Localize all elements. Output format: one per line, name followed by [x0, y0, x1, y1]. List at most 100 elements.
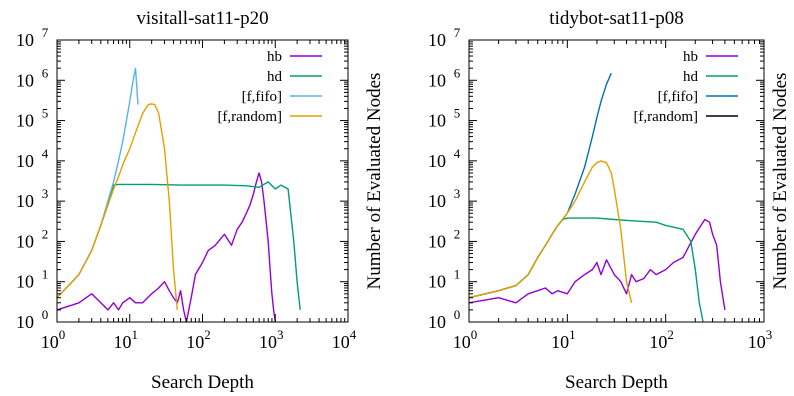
legend-label: hb	[683, 49, 698, 65]
y-tick-label: 10 2	[428, 226, 460, 251]
x-tick-exponent: 4	[350, 327, 357, 342]
y-tick-base: 10	[16, 151, 34, 171]
y-tick-label: 10 5	[16, 106, 48, 131]
x-tick-base: 10	[41, 332, 59, 352]
y-tick-label: 10 2	[16, 226, 48, 251]
y-tick-exponent: 3	[42, 186, 49, 201]
chart-title: visitall-sat11-p20	[136, 8, 268, 29]
y-tick-label: 10 0	[428, 307, 460, 332]
legend-label: hd	[267, 69, 283, 85]
y-tick-label: 10 1	[428, 267, 460, 292]
y-tick-base: 10	[16, 70, 34, 90]
x-tick-base: 10	[551, 332, 569, 352]
x-axis-label: Search Depth	[565, 372, 668, 393]
x-tick-base: 10	[332, 332, 350, 352]
x-tick-label: 100	[453, 327, 478, 352]
x-tick-base: 10	[259, 332, 277, 352]
x-tick-base: 10	[748, 332, 766, 352]
y-tick-exponent: 3	[454, 186, 461, 201]
legend-label: [f,fifo]	[242, 89, 282, 105]
y-tick-exponent: 7	[42, 25, 49, 40]
x-tick-label: 103	[259, 327, 284, 352]
y-tick-label: 10 3	[428, 186, 460, 211]
y-tick-exponent: 2	[42, 226, 49, 241]
y-tick-exponent: 1	[42, 267, 49, 282]
x-tick-exponent: 3	[766, 327, 773, 342]
x-tick-label: 102	[649, 327, 674, 352]
x-tick-label: 100	[41, 327, 66, 352]
x-tick-base: 10	[186, 332, 204, 352]
y-tick-base: 10	[428, 231, 446, 251]
chart-title: tidybot-sat11-p08	[549, 8, 683, 29]
y-tick-base: 10	[428, 191, 446, 211]
x-tick-exponent: 0	[59, 327, 66, 342]
x-tick-exponent: 2	[667, 327, 674, 342]
y-tick-exponent: 0	[42, 307, 49, 322]
legend-label: [f,random]	[217, 109, 282, 125]
y-tick-exponent: 2	[454, 226, 461, 241]
y-tick-label: 10 7	[428, 25, 461, 50]
y-axis-label: Number of Evaluated Nodes	[364, 73, 385, 290]
y-tick-label: 10 6	[428, 65, 461, 90]
y-axis-label: Number of Evaluated Nodes	[770, 73, 791, 290]
x-tick-label: 104	[332, 327, 357, 352]
y-tick-label: 10 4	[428, 146, 461, 171]
y-tick-exponent: 4	[42, 146, 49, 161]
y-tick-label: 10 0	[16, 307, 48, 332]
y-tick-exponent: 1	[454, 267, 461, 282]
x-tick-exponent: 1	[132, 327, 139, 342]
legend-label: [f,fifo]	[658, 89, 698, 105]
y-tick-exponent: 4	[454, 146, 461, 161]
x-tick-exponent: 3	[277, 327, 284, 342]
y-tick-label: 10 4	[16, 146, 49, 171]
x-tick-base: 10	[453, 332, 471, 352]
series-line-hb	[56, 172, 276, 323]
x-tick-exponent: 0	[471, 327, 478, 342]
y-tick-base: 10	[16, 191, 34, 211]
plot-frame	[56, 39, 349, 323]
series-line-hd	[468, 217, 704, 323]
x-tick-exponent: 2	[204, 327, 211, 342]
y-tick-label: 10 5	[428, 106, 460, 131]
y-tick-base: 10	[16, 30, 34, 50]
y-tick-label: 10 6	[16, 65, 49, 90]
y-tick-base: 10	[428, 272, 446, 292]
y-tick-exponent: 5	[454, 106, 461, 121]
x-axis-label: Search Depth	[151, 372, 254, 393]
y-tick-base: 10	[428, 70, 446, 90]
y-tick-base: 10	[428, 312, 446, 332]
plot-frame	[468, 39, 765, 323]
y-tick-base: 10	[16, 111, 34, 131]
x-tick-base: 10	[114, 332, 132, 352]
y-tick-base: 10	[428, 111, 446, 131]
y-tick-base: 10	[16, 231, 34, 251]
legend-label: hb	[267, 49, 282, 65]
y-tick-label: 10 1	[16, 267, 48, 292]
y-tick-exponent: 0	[454, 307, 461, 322]
y-tick-label: 10 3	[16, 186, 48, 211]
y-tick-base: 10	[16, 312, 34, 332]
y-tick-exponent: 5	[42, 106, 49, 121]
series-line--f-fifo-	[468, 72, 612, 299]
y-tick-exponent: 6	[454, 65, 461, 80]
x-tick-label: 101	[114, 327, 139, 352]
legend-label: [f,random]	[633, 109, 698, 125]
legend-label: hd	[683, 69, 699, 85]
x-tick-label: 101	[551, 327, 576, 352]
series-line--f-random-	[56, 103, 178, 310]
y-tick-base: 10	[428, 30, 446, 50]
y-tick-exponent: 7	[454, 25, 461, 40]
series-line--f-fifo-	[56, 67, 139, 299]
x-tick-exponent: 1	[569, 327, 576, 342]
series-line-hb	[468, 218, 726, 311]
y-tick-label: 10 7	[16, 25, 49, 50]
y-tick-base: 10	[16, 272, 34, 292]
x-tick-label: 102	[186, 327, 211, 352]
x-tick-base: 10	[649, 332, 667, 352]
y-tick-exponent: 6	[42, 65, 49, 80]
x-tick-label: 103	[748, 327, 773, 352]
series-line-unnamed	[468, 160, 633, 303]
